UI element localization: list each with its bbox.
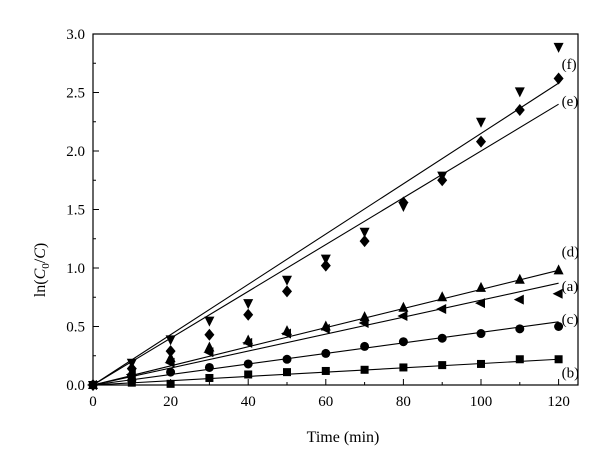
data-point-b <box>438 361 447 370</box>
data-point-d <box>476 281 486 292</box>
data-point-d <box>398 301 409 312</box>
data-point-c <box>282 354 292 364</box>
fit-line-f <box>92 82 559 386</box>
y-tick-label: 2.5 <box>66 86 85 102</box>
data-point-f <box>204 316 215 327</box>
y-tick-label: 0.0 <box>66 378 85 394</box>
data-point-c <box>554 322 564 331</box>
data-point-f <box>282 275 292 286</box>
data-point-a <box>436 303 447 314</box>
data-point-f <box>165 335 176 346</box>
data-point-d <box>320 320 331 331</box>
data-point-f <box>359 227 370 238</box>
series-labels: (a) (b) (c) (d) (e) (f) <box>562 57 580 381</box>
data-point-d <box>204 341 215 352</box>
y-axis-title: ln(C0/C) <box>32 243 52 297</box>
y-axis-title-slash: / <box>32 258 49 263</box>
data-point-e <box>514 104 525 117</box>
x-tick-label: 100 <box>470 394 493 410</box>
data-point-f <box>514 87 525 98</box>
data-point-b <box>477 359 485 368</box>
data-point-b <box>166 379 175 388</box>
data-point-f <box>476 117 486 128</box>
series-label-d: (d) <box>562 244 580 260</box>
data-point-f <box>126 358 137 369</box>
data-point-d <box>514 273 525 284</box>
y-axis-title-c: C <box>32 268 49 279</box>
y-tick-label: 1.5 <box>66 203 85 219</box>
data-point-e <box>553 72 564 85</box>
data-point-c <box>515 324 525 334</box>
data-point-c <box>321 348 331 358</box>
y-axis-title-pre: ln( <box>32 279 49 297</box>
data-point-d <box>282 325 292 336</box>
data-point-e <box>320 259 331 272</box>
data-point-f <box>437 171 448 182</box>
y-axis-title-close: ) <box>32 243 49 248</box>
data-point-a <box>513 294 524 305</box>
data-point-f <box>398 201 409 212</box>
fit-lines <box>92 82 559 386</box>
y-tick-label: 2.0 <box>66 144 85 160</box>
data-point-c <box>166 367 176 377</box>
data-point-e <box>359 235 370 248</box>
data-point-f <box>320 254 331 265</box>
data-point-d <box>553 264 564 275</box>
series-label-e: (e) <box>562 94 579 110</box>
data-point-f <box>553 42 564 53</box>
data-point-c <box>204 362 214 372</box>
data-point-b <box>515 355 524 364</box>
data-point-c <box>127 375 137 385</box>
data-point-b <box>205 373 214 382</box>
series-label-f: (f) <box>562 57 577 73</box>
y-tick-label: 3.0 <box>66 27 85 43</box>
fit-line-e <box>92 103 559 386</box>
data-point-a <box>397 310 408 321</box>
x-tick-label: 80 <box>396 394 411 410</box>
data-point-a <box>552 288 563 299</box>
data-point-c <box>476 329 486 339</box>
data-point-e <box>282 285 292 298</box>
series-label-a: (a) <box>562 279 579 295</box>
x-axis-title: Time (min) <box>307 429 380 446</box>
y-axis-title-c2: C <box>32 248 49 259</box>
data-point-c <box>243 359 253 369</box>
data-point-f <box>88 381 98 391</box>
x-tick-label: 60 <box>318 394 333 410</box>
y-axis-title-sub: 0 <box>40 263 52 269</box>
y-tick-label: 1.0 <box>66 261 85 277</box>
data-point-b <box>360 365 369 374</box>
data-point-b <box>399 363 408 372</box>
data-point-d <box>165 352 176 363</box>
series-label-c: (c) <box>562 312 579 328</box>
x-tick-label: 40 <box>241 394 256 410</box>
data-point-b <box>554 355 563 364</box>
x-tick-label: 120 <box>547 394 570 410</box>
data-points <box>87 42 564 391</box>
data-point-e <box>165 345 176 358</box>
data-point-b <box>283 368 291 377</box>
axes: 0 20 40 60 80 100 120 0.0 0.5 1.0 1.5 2.0 2.5 3.0 <box>66 27 579 410</box>
data-point-f <box>243 299 254 310</box>
data-point-d <box>243 334 254 345</box>
data-point-a <box>475 298 485 309</box>
data-point-b <box>321 366 330 375</box>
data-point-e <box>204 328 215 341</box>
data-point-d <box>437 291 448 302</box>
data-point-b <box>244 370 253 379</box>
x-tick-label: 20 <box>163 394 178 410</box>
y-tick-label: 0.5 <box>66 320 85 336</box>
data-point-c <box>398 337 408 347</box>
x-tick-label: 0 <box>89 394 97 410</box>
data-point-d <box>359 311 370 322</box>
data-point-e <box>243 308 254 321</box>
data-point-c <box>437 333 447 343</box>
data-point-e <box>476 135 486 148</box>
series-label-b: (b) <box>562 365 580 381</box>
data-point-c <box>360 341 370 351</box>
